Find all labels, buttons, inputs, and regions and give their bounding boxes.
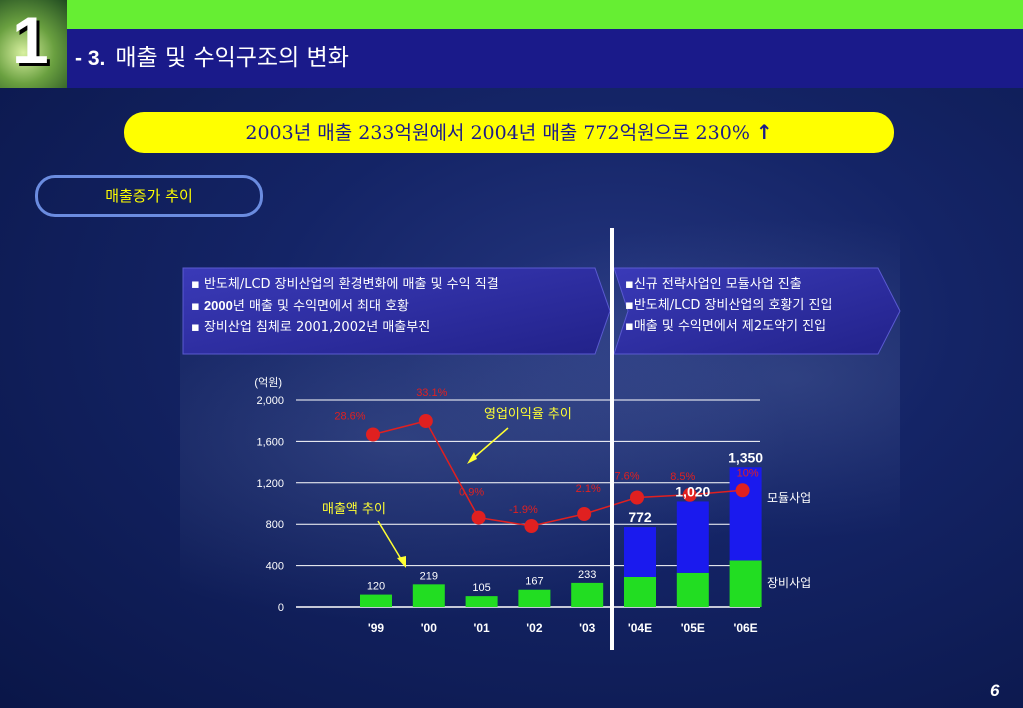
left-item-2: ▪ 2000년 매출 및 수익면에서 최대 호황 [191, 298, 410, 314]
bar-equipment [465, 596, 498, 607]
margin-line [366, 414, 750, 533]
margin-point [577, 507, 592, 521]
annotation-margin-trend: 영업이익율 추이 [484, 407, 572, 422]
bar-equipment [412, 584, 445, 607]
right-box-shape [613, 267, 901, 355]
chart-labels: 120 '99 219 '00 105 '01 167 '02 233 '03 772 '04E 1,0… [322, 387, 811, 635]
x-tick-label: '01 [473, 621, 490, 635]
margin-point [682, 487, 697, 502]
bar-module [729, 467, 762, 561]
bar-total-label: 233 [578, 569, 596, 581]
left-item-1: ▪ 반도체/LCD 장비산업의 환경변화에 매출 및 수익 직결 [191, 277, 499, 292]
annotation-arrowhead [397, 556, 406, 568]
legend-module: 모듈사업 [767, 491, 811, 505]
bar-module [624, 527, 656, 577]
annotation-sales-trend: 매출액 추이 [322, 502, 386, 517]
x-tick-label: '00 [421, 621, 438, 635]
margin-point [524, 519, 539, 533]
title-prefix: - 3. [75, 47, 106, 70]
bar-equipment [518, 589, 551, 607]
bar-total-label: 167 [525, 576, 543, 588]
bar-equipment [360, 594, 392, 607]
left-box-shape [182, 267, 611, 355]
legend-equipment: 장비사업 [767, 576, 811, 590]
x-tick-label: '05E [681, 621, 705, 635]
right-item-1: ▪신규 전략사업인 모듈사업 진출 [625, 277, 802, 292]
y-tick-label: 800 [266, 519, 284, 531]
right-info-box: ▪신규 전략사업인 모듈사업 진출 ▪반도체/LCD 장비산업의 호황기 진입 … [617, 268, 899, 354]
section-number: 1 [12, 3, 49, 77]
annotation-arrowhead [467, 452, 477, 464]
bar-equipment [571, 582, 604, 607]
y-tick-label: 1,600 [256, 436, 284, 448]
title-bar [67, 29, 1023, 88]
annotation-arrow [377, 520, 405, 565]
margin-point [366, 427, 380, 442]
y-tick-label: 1,200 [256, 478, 284, 490]
x-tick-label: '04E [628, 621, 652, 635]
title-text: 매출 및 수익구조의 변화 [115, 45, 349, 71]
bar-equipment [729, 560, 762, 607]
margin-label: 8.5% [670, 471, 695, 483]
bar-equipment [676, 572, 709, 607]
margin-label: 10% [737, 467, 759, 479]
x-tick-label: '03 [579, 621, 596, 635]
y-tick-label: 0 [278, 602, 284, 614]
margin-point [630, 490, 644, 505]
margin-point [418, 414, 433, 428]
left-info-box: ▪ 반도체/LCD 장비산업의 환경변화에 매출 및 수익 직결 ▪ 2000년… [183, 268, 608, 354]
page-number: 6 [990, 681, 1000, 700]
right-item-2: ▪반도체/LCD 장비산업의 호황기 진입 [625, 298, 833, 313]
margin-label: 28.6% [334, 411, 365, 423]
bar-total-label: 219 [420, 570, 438, 582]
summary-banner: 2003년 매출 233억원에서 2004년 매출 772억원으로 230% ↑ [124, 112, 894, 153]
section-pill: 매출증가 추이 [35, 175, 263, 217]
margin-point [471, 510, 486, 525]
x-tick-label: '02 [526, 621, 543, 635]
y-tick-label: 2,000 [256, 395, 284, 407]
x-tick-label: '06E [733, 621, 757, 635]
margin-point [735, 483, 750, 498]
margin-label: -1.9% [509, 504, 538, 516]
bar-total-label: 120 [367, 581, 385, 593]
pill-label: 매출증가 추이 [105, 187, 193, 205]
left-item-3: ▪ 장비산업 침체로 2001,2002년 매출부진 [191, 320, 431, 335]
right-item-3: ▪매출 및 수익면에서 제2도약기 진입 [625, 319, 827, 334]
bar-module [676, 501, 709, 573]
unit-label: (억원) [254, 376, 282, 389]
margin-polyline [372, 420, 743, 527]
banner-text: 2003년 매출 233억원에서 2004년 매출 772억원으로 230% [245, 122, 750, 144]
section-logo: 1 [0, 0, 67, 88]
margin-label: 2.1% [576, 483, 601, 495]
bar-total-label: 1,020 [675, 483, 710, 499]
top-green-bar [67, 0, 1023, 29]
x-tick-label: '99 [368, 621, 385, 635]
margin-label: 33.1% [416, 387, 447, 399]
up-arrow-icon: ↑ [755, 120, 773, 144]
bar-equipment [624, 576, 656, 607]
y-tick-label: 400 [266, 561, 284, 573]
bar-total-label: 105 [472, 582, 490, 594]
margin-label: 0.9% [459, 487, 484, 499]
page-title: - 3. 매출 및 수익구조의 변화 [75, 41, 349, 76]
margin-label: 7.6% [614, 471, 639, 483]
bar-total-label: 1,350 [728, 449, 763, 465]
bars [360, 467, 762, 607]
period-divider [610, 228, 614, 650]
bar-total-label: 772 [628, 509, 652, 525]
